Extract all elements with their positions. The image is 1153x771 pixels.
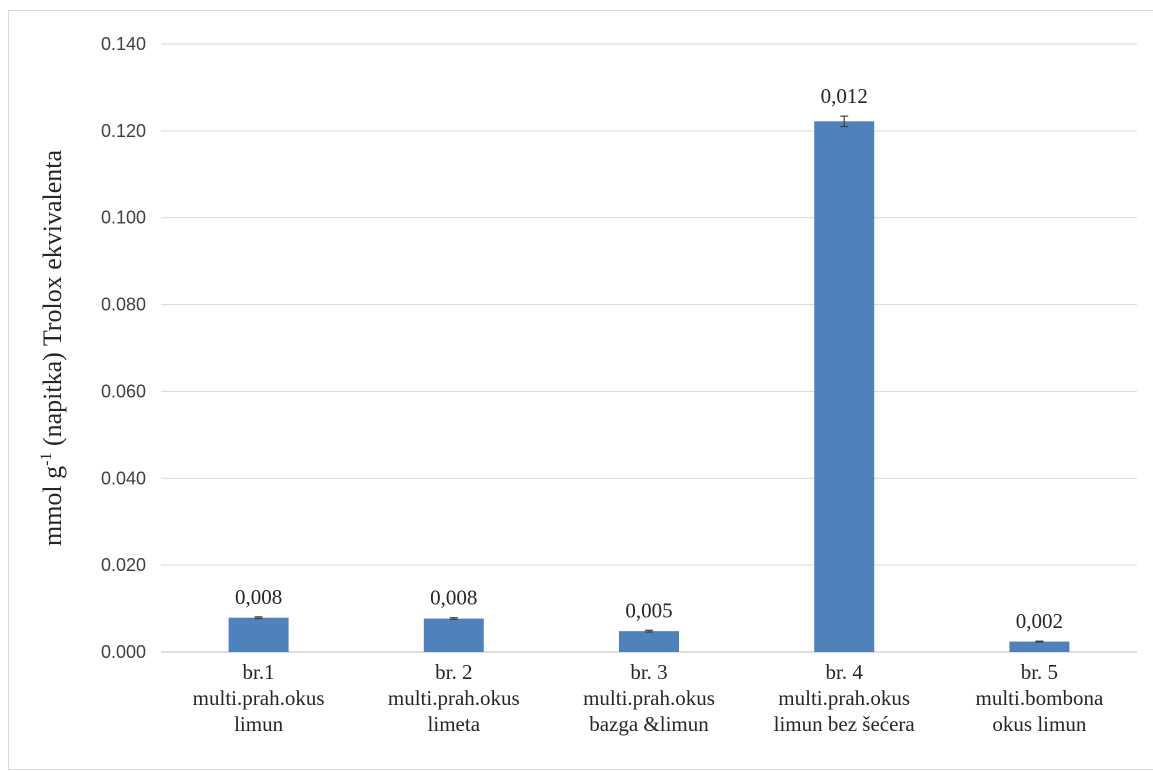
x-tick-label: okus limun [992, 712, 1086, 736]
x-tick-label: limun bez šećera [774, 712, 916, 736]
x-tick-label: limeta [428, 712, 481, 736]
data-label: 0,008 [430, 586, 477, 610]
labels: 0.000 0.020 0.040 0.060 0.080 0.100 0.120 0.140… [101, 34, 1104, 736]
bar [619, 631, 679, 652]
x-tick-label: br.1 [243, 660, 275, 684]
data-label: 0,008 [235, 585, 282, 609]
y-tick-label: 0.000 [101, 642, 146, 662]
y-tick-label: 0.060 [101, 381, 146, 401]
y-axis-title-prefix: mmol g [38, 466, 67, 546]
x-tick-label: br. 4 [826, 660, 864, 684]
y-axis-title-superscript: -1 [38, 453, 55, 466]
data-label: 0,012 [821, 84, 868, 108]
x-tick-label: multi.bombona [976, 686, 1104, 710]
y-tick-label: 0.120 [101, 121, 146, 141]
x-tick-label: limun [234, 712, 284, 736]
x-tick-label: multi.prah.okus [583, 686, 715, 710]
y-tick-label: 0.100 [101, 208, 146, 228]
y-tick-label: 0.040 [101, 468, 146, 488]
y-tick-label: 0.080 [101, 295, 146, 315]
data-label: 0,002 [1016, 609, 1063, 633]
y-axis-title-suffix: (napitka) Trolox ekvivalenta [38, 150, 67, 453]
chart-frame: 0.000 0.020 0.040 0.060 0.080 0.100 0.120 0.140… [8, 10, 1153, 770]
x-tick-label: multi.prah.okus [778, 686, 910, 710]
bar [1009, 641, 1070, 652]
x-tick-label: br. 5 [1021, 660, 1058, 684]
x-tick-label: bazga &limun [589, 712, 709, 736]
bar-chart: 0.000 0.020 0.040 0.060 0.080 0.100 0.120 0.140… [38, 34, 1137, 736]
bar [423, 618, 484, 652]
data-label: 0,005 [625, 598, 672, 622]
bar [228, 617, 289, 652]
y-tick-label: 0.140 [101, 34, 146, 54]
x-tick-label: multi.prah.okus [388, 686, 520, 710]
y-axis-title: mmol g-1 (napitka) Trolox ekvivalenta [38, 150, 67, 547]
x-tick-label: br. 2 [435, 660, 472, 684]
y-tick-label: 0.020 [101, 555, 146, 575]
x-tick-label: multi.prah.okus [193, 686, 325, 710]
gridlines [161, 43, 1137, 653]
x-tick-label: br. 3 [630, 660, 667, 684]
bars [228, 115, 1070, 652]
bar [814, 121, 875, 652]
